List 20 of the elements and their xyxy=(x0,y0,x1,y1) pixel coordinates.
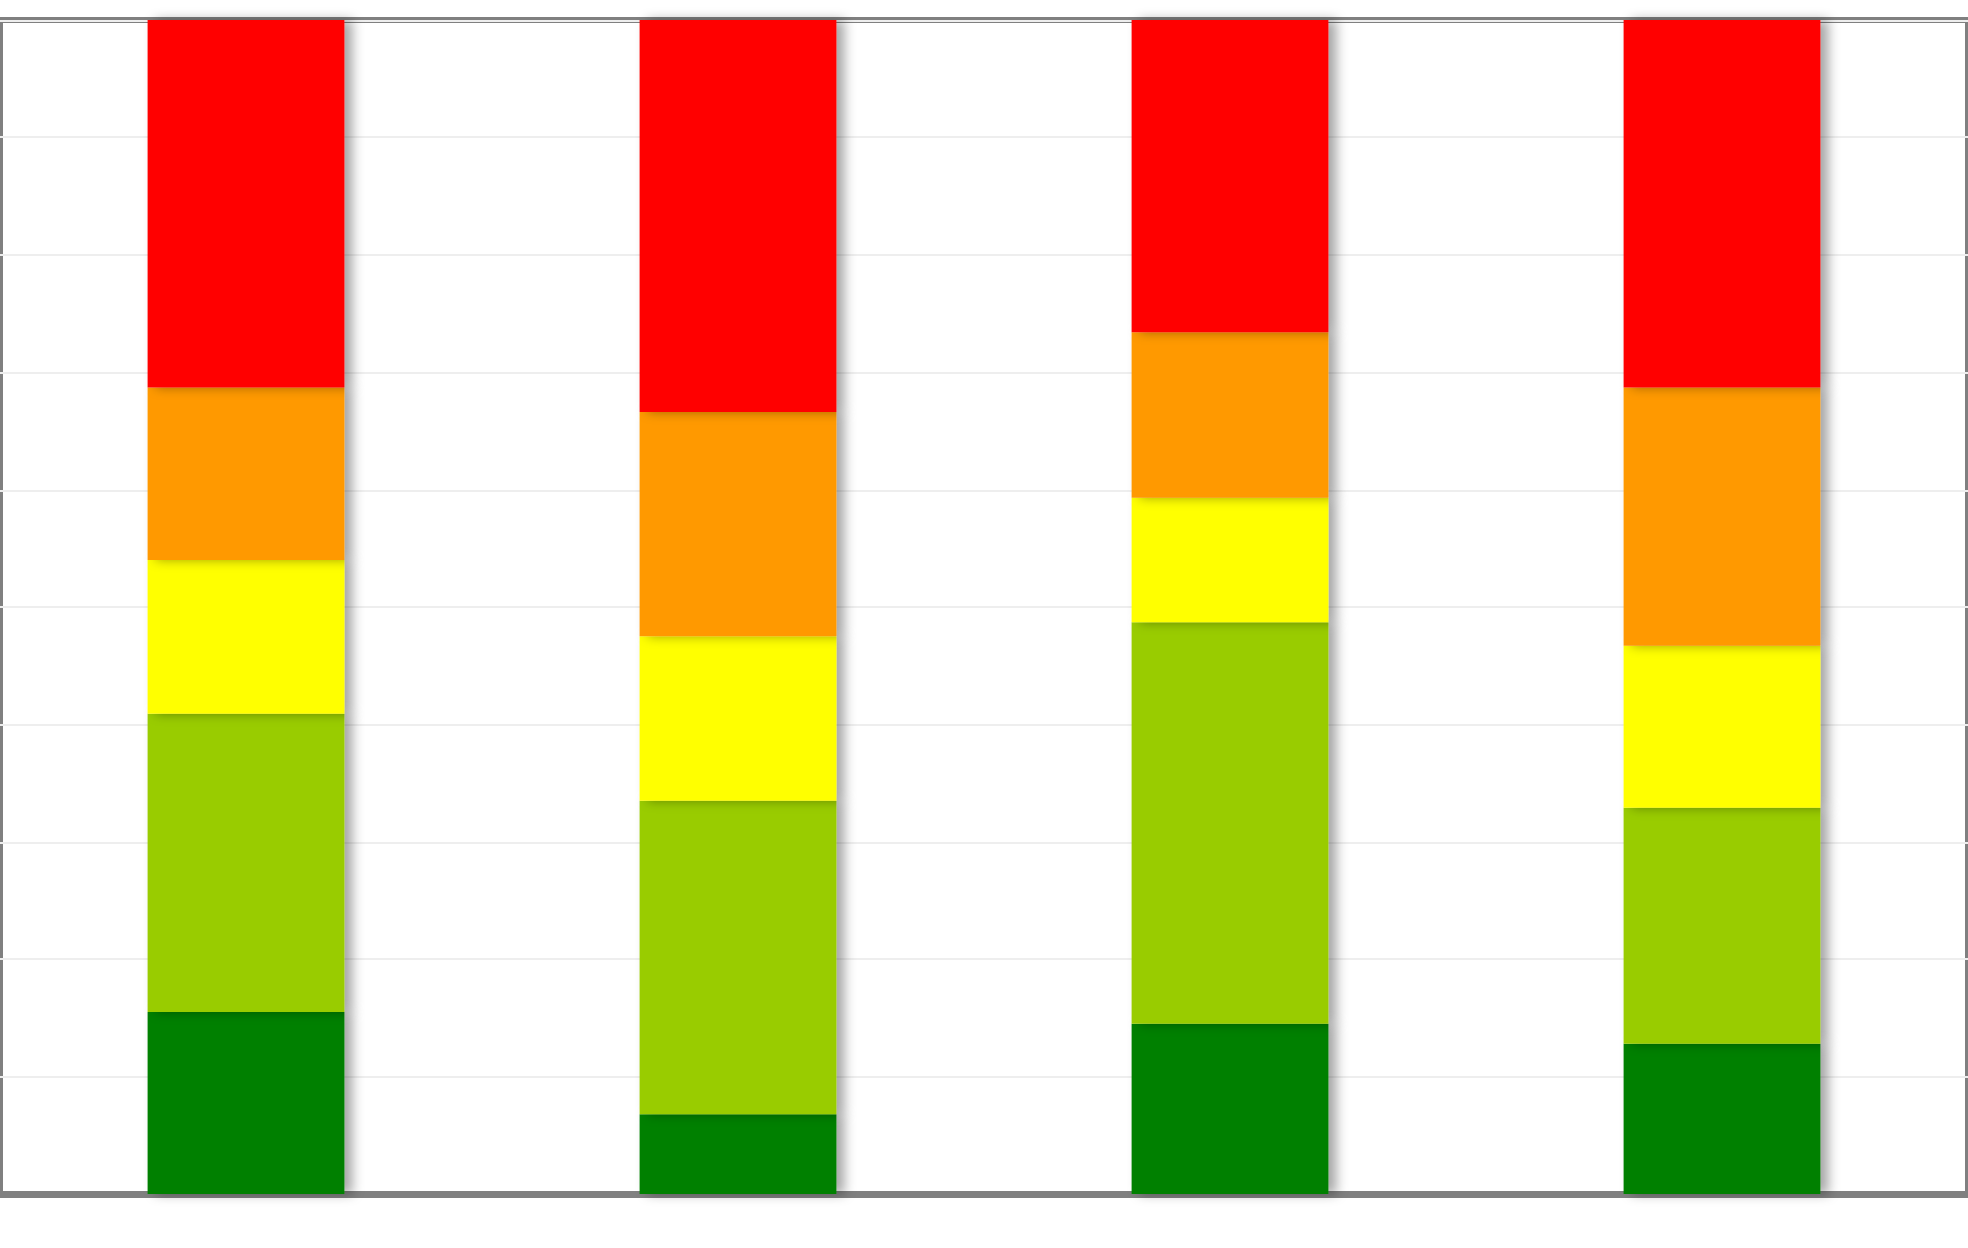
bar xyxy=(639,20,837,413)
bar xyxy=(1623,20,1821,388)
bar xyxy=(1131,1023,1329,1194)
bar xyxy=(147,560,345,714)
bar xyxy=(147,713,345,1013)
bar xyxy=(1623,807,1821,1044)
bar xyxy=(1623,1043,1821,1194)
bar xyxy=(1131,622,1329,1024)
bar xyxy=(639,1114,837,1194)
bar xyxy=(147,387,345,561)
bar xyxy=(1131,332,1329,498)
bar xyxy=(639,636,837,801)
bar xyxy=(1623,645,1821,808)
bar xyxy=(1623,387,1821,646)
bar xyxy=(1131,497,1329,623)
bar xyxy=(147,1012,345,1194)
bar xyxy=(147,20,345,388)
bar xyxy=(639,412,837,637)
bar xyxy=(639,800,837,1115)
bar xyxy=(1131,20,1329,333)
